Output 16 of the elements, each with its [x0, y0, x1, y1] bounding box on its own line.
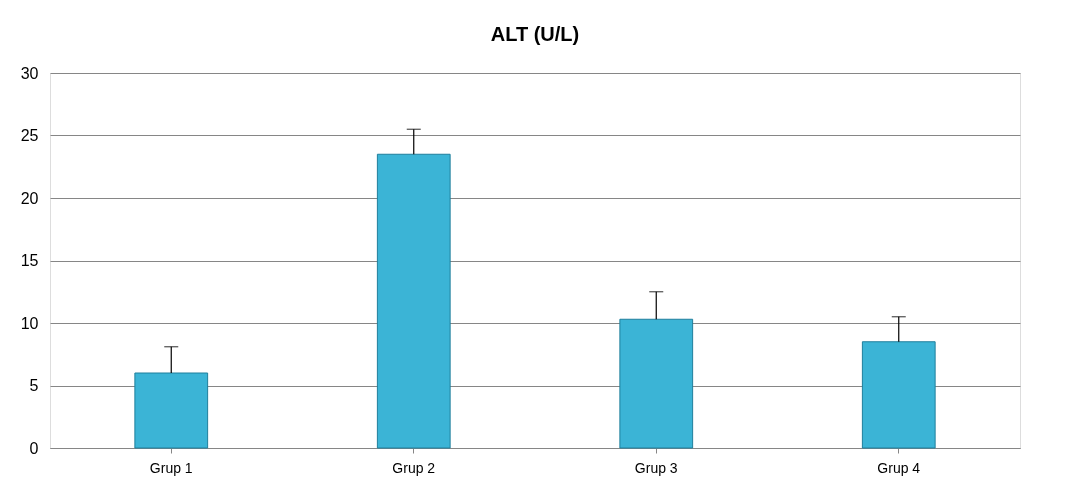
y-tick-label: 10 — [20, 314, 39, 332]
y-tick-label: 5 — [29, 377, 39, 394]
x-tick-label: Grup 4 — [877, 459, 921, 476]
y-tick-label: 30 — [20, 64, 39, 82]
y-tick-label: 20 — [20, 189, 39, 207]
bar — [376, 153, 451, 449]
y-tick-label: 15 — [20, 252, 39, 269]
chart-title: ALT (U/L) — [490, 23, 580, 45]
x-tick-label: Grup 3 — [634, 459, 678, 476]
x-tick-label: Grup 2 — [392, 459, 436, 476]
y-tick-label: 0 — [29, 439, 39, 457]
bar — [134, 372, 209, 449]
y-tick-label: 25 — [20, 127, 39, 144]
bar — [861, 341, 936, 449]
bar — [619, 318, 694, 449]
x-tick-label: Grup 1 — [149, 459, 193, 476]
